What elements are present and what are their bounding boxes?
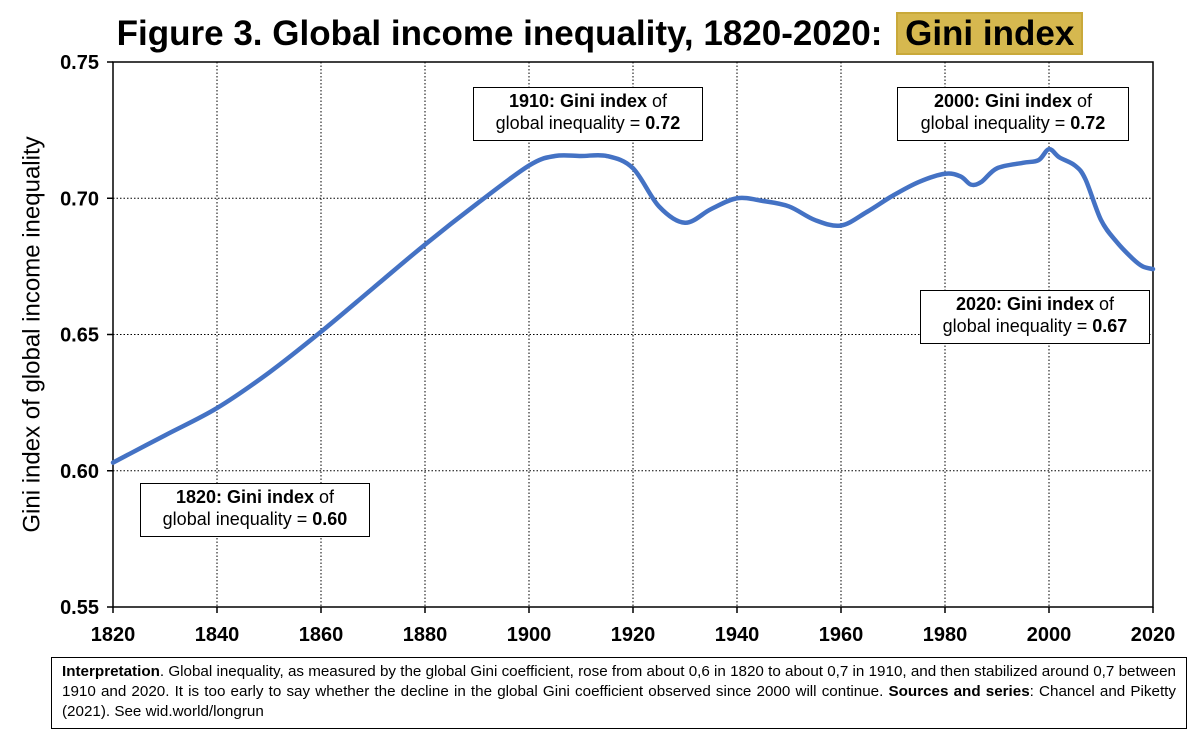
interpretation-lead: Interpretation: [62, 663, 160, 680]
annotation-1910-line2: global inequality = 0.72: [482, 112, 694, 134]
annotation-1910-line1: 1910: Gini index of: [482, 90, 694, 112]
interpretation-text: . Global inequality, as measured by the …: [62, 663, 1176, 700]
annotation-2020-line1: 2020: Gini index of: [929, 293, 1141, 315]
annotation-1910-year: 1910:: [508, 91, 555, 111]
annotation-2020: 2020: Gini index of global inequality = …: [920, 290, 1150, 344]
annotation-2000-prefix: global inequality =: [920, 113, 1071, 133]
x-tick-label-1940: 1940: [715, 624, 760, 646]
x-tick-label-1880: 1880: [403, 624, 448, 646]
y-tick-label-0.70: 0.70: [60, 188, 99, 210]
x-tick-label-1860: 1860: [299, 624, 344, 646]
annotation-2020-prefix: global inequality =: [942, 316, 1093, 336]
annotation-1820-of: of: [319, 487, 335, 507]
y-tick-label-0.75: 0.75: [60, 52, 99, 74]
x-tick-label-1920: 1920: [611, 624, 656, 646]
annotation-2000-of: of: [1077, 91, 1093, 111]
annotation-2000-year: 2000:: [933, 91, 980, 111]
annotation-2000-value: 0.72: [1070, 113, 1106, 133]
chart-title-main: Figure 3. Global income inequality, 1820…: [116, 14, 893, 53]
x-tick-label-1820: 1820: [91, 624, 136, 646]
annotation-2020-of: of: [1099, 294, 1115, 314]
annotation-1820-metric: Gini index: [227, 487, 315, 507]
annotation-2020-year: 2020:: [955, 294, 1002, 314]
y-tick-label-0.55: 0.55: [60, 597, 99, 619]
x-tick-label-2020: 2020: [1131, 624, 1176, 646]
annotation-1910-value: 0.72: [645, 113, 681, 133]
annotation-1820-line2: global inequality = 0.60: [149, 508, 361, 530]
sources-text: : Chancel and Piketty (2021). See wid.wo…: [62, 683, 1176, 720]
annotation-1820-prefix: global inequality =: [162, 509, 313, 529]
x-tick-label-1980: 1980: [923, 624, 968, 646]
annotation-1910-prefix: global inequality =: [495, 113, 646, 133]
x-tick-label-1960: 1960: [819, 624, 864, 646]
annotation-1820-line1: 1820: Gini index of: [149, 486, 361, 508]
annotation-2000-line2: global inequality = 0.72: [906, 112, 1120, 134]
chart-title-highlight: Gini index: [896, 12, 1084, 55]
y-tick-label-0.60: 0.60: [60, 461, 99, 483]
annotation-1910-of: of: [652, 91, 668, 111]
interpretation-note: Interpretation. Global inequality, as me…: [51, 657, 1187, 729]
annotation-2000-line1: 2000: Gini index of: [906, 90, 1120, 112]
x-tick-label-2000: 2000: [1027, 624, 1072, 646]
gini-series-line: [110, 146, 1156, 465]
x-tick-label-1840: 1840: [195, 624, 240, 646]
annotation-1820-value: 0.60: [312, 509, 348, 529]
annotation-1910: 1910: Gini index of global inequality = …: [473, 87, 703, 141]
annotation-2000-metric: Gini index: [985, 91, 1073, 111]
annotation-1820-year: 1820:: [175, 487, 222, 507]
annotation-1820: 1820: Gini index of global inequality = …: [140, 483, 370, 537]
annotation-2020-line2: global inequality = 0.67: [929, 315, 1141, 337]
axis-ticks: 1820 1840 1860 1880 1900 1920 1940 1960 1980 2000…: [60, 52, 1175, 646]
annotation-2020-metric: Gini index: [1007, 294, 1095, 314]
annotation-2020-value: 0.67: [1092, 316, 1128, 336]
sources-label: Sources and series: [888, 683, 1030, 700]
chart-title: Figure 3. Global income inequality, 1820…: [0, 12, 1200, 55]
y-axis-label: Gini index of global income inequality: [18, 136, 45, 532]
annotation-2000: 2000: Gini index of global inequality = …: [897, 87, 1129, 141]
y-tick-label-0.65: 0.65: [60, 325, 99, 347]
x-tick-label-1900: 1900: [507, 624, 552, 646]
annotation-1910-metric: Gini index: [560, 91, 648, 111]
